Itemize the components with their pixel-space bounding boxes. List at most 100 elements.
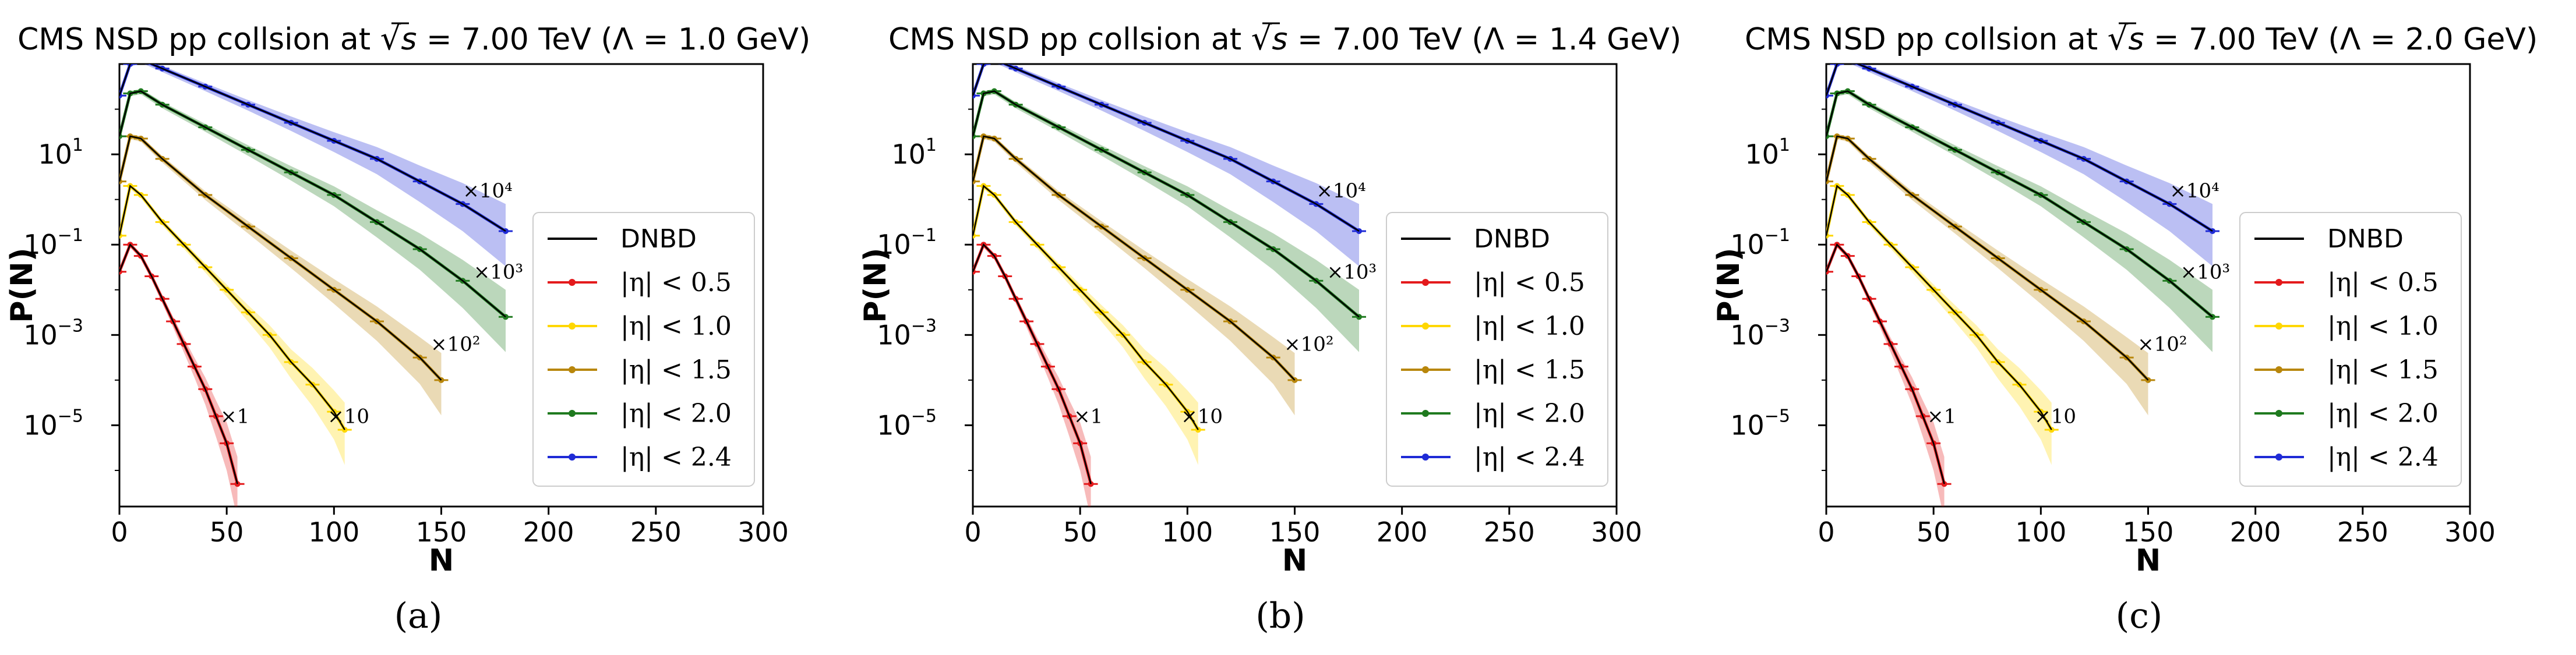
y-tick-exponent: 1 [72, 135, 83, 155]
x-tick-label: 0 [964, 516, 981, 548]
multiplier-label: ×10⁴ [2169, 179, 2219, 203]
chart-title: CMS NSD pp collsion at √s = 7.00 TeV (Λ … [888, 20, 1681, 58]
y-axis-label: P(N) [858, 247, 893, 323]
dnbd-fit-line [119, 64, 506, 232]
series-eta20 [119, 88, 513, 352]
dnbd-fit-line [119, 135, 442, 381]
x-tick-label: 300 [2444, 516, 2496, 548]
x-tick-label: 250 [630, 516, 682, 548]
subfigure-label: (a) [394, 596, 443, 636]
plot-area [119, 56, 513, 507]
x-tick-label: 50 [1063, 516, 1098, 548]
y-tick-label: 10−1 [877, 225, 937, 260]
x-tick-label: 50 [210, 516, 244, 548]
sqrt-symbol: √ [2108, 20, 2129, 58]
series-eta20 [973, 88, 1366, 352]
legend-swatch-marker [2275, 279, 2282, 286]
series-eta10 [1826, 183, 2059, 465]
x-tick-label: 0 [1818, 516, 1834, 548]
dnbd-fit-line [1826, 185, 2052, 430]
multiplier-label: ×1 [220, 405, 249, 429]
legend-entry-label: |η| < 1.0 [620, 311, 732, 341]
multiplier-label: ×10² [2137, 332, 2187, 356]
x-tick-label: 50 [1917, 516, 1951, 548]
title-lambda: Λ = 1.0 GeV [613, 22, 799, 57]
x-tick-label: 300 [737, 516, 789, 548]
dnbd-fit-line [973, 243, 1092, 484]
y-tick-exponent: −5 [1765, 406, 1790, 426]
legend-swatch-marker [569, 366, 576, 373]
legend: DNBD |η| < 0.5 |η| < 1.0 |η| < 1.5 |η| < 2.0… [532, 212, 755, 487]
legend-entry-label: |η| < 1.0 [1474, 311, 1585, 341]
legend-swatch-marker [2275, 366, 2282, 373]
legend-entry-label: |η| < 2.4 [2327, 442, 2439, 472]
multiplier-label: ×10 [1181, 405, 1223, 429]
x-tick-label: 300 [1591, 516, 1642, 548]
y-axis-label: P(N) [1712, 247, 1746, 323]
dnbd-fit-line [119, 90, 506, 318]
title-lambda: Λ = 2.0 GeV [2340, 22, 2526, 57]
legend-box [1386, 212, 1608, 487]
dnbd-fit-line [973, 135, 1296, 381]
legend-model-label: DNBD [620, 224, 697, 254]
y-tick-exponent: −1 [1765, 225, 1790, 246]
y-tick-exponent: −3 [1765, 316, 1790, 336]
y-tick-label: 10−5 [1730, 406, 1790, 441]
panel-b: CMS NSD pp collsion at √s = 7.00 TeV (Λ … [858, 20, 1681, 636]
legend-swatch-marker [2275, 410, 2282, 417]
y-tick-base: 10 [1730, 409, 1765, 441]
y-tick-base: 10 [877, 229, 911, 260]
title-energy: = 7.00 TeV ( [1287, 22, 1483, 57]
y-tick-base: 10 [23, 229, 58, 260]
x-tick-label: 150 [2123, 516, 2174, 548]
series-eta24 [973, 64, 1366, 267]
y-tick-exponent: −5 [911, 406, 937, 426]
y-tick-label: 10−3 [23, 316, 83, 350]
y-tick-base: 10 [1745, 139, 1779, 170]
y-axis-label: P(N) [5, 247, 40, 323]
multiplier-label: ×10³ [474, 260, 523, 284]
plot-area [973, 64, 1366, 507]
multiplier-label: ×1 [1927, 405, 1956, 429]
sqrt-symbol: √ [1251, 20, 1272, 58]
y-tick-label: 10−3 [877, 316, 937, 350]
dnbd-fit-line [119, 243, 238, 484]
x-tick-label: 100 [2015, 516, 2066, 548]
series-eta15 [1826, 133, 2155, 416]
legend: DNBD |η| < 0.5 |η| < 1.0 |η| < 1.5 |η| < 2.0… [1386, 212, 1608, 487]
y-tick-base: 10 [877, 409, 911, 441]
x-tick-label: 100 [308, 516, 359, 548]
legend-model-label: DNBD [1474, 224, 1550, 254]
title-prefix: CMS NSD pp collsion at [888, 22, 1251, 57]
legend-swatch-marker [569, 410, 576, 417]
series-eta15 [119, 133, 449, 416]
legend-swatch-marker [569, 454, 576, 461]
x-tick-label: 200 [1377, 516, 1428, 548]
x-tick-label: 250 [2337, 516, 2388, 548]
data-point [138, 56, 144, 62]
y-tick-base: 10 [877, 319, 911, 350]
y-tick-exponent: 1 [1779, 135, 1790, 155]
title-prefix: CMS NSD pp collsion at [17, 22, 380, 57]
dnbd-fit-line [1826, 135, 2149, 381]
title-s: s [2128, 22, 2144, 57]
multiplier-label: ×10² [430, 332, 480, 356]
y-tick-label: 10−3 [1730, 316, 1790, 350]
legend-entry-label: |η| < 1.5 [1474, 355, 1585, 385]
y-tick-exponent: −3 [911, 316, 937, 336]
legend-entry-label: |η| < 2.4 [1474, 442, 1585, 472]
multiplier-label: ×1 [1074, 405, 1103, 429]
legend-entry-label: |η| < 0.5 [2327, 268, 2439, 298]
plot-area [1826, 56, 2219, 507]
legend-entry-label: |η| < 1.5 [2327, 355, 2439, 385]
legend-swatch-marker [1422, 323, 1429, 330]
y-tick-exponent: −5 [58, 406, 83, 426]
legend-entry-label: |η| < 0.5 [1474, 268, 1585, 298]
legend: DNBD |η| < 0.5 |η| < 1.0 |η| < 1.5 |η| < 2.0… [2239, 212, 2462, 487]
legend-box [532, 212, 755, 487]
series-eta24 [1826, 56, 2219, 267]
data-point [1845, 56, 1851, 62]
x-tick-label: 0 [111, 516, 128, 548]
y-tick-base: 10 [38, 139, 72, 170]
legend-swatch-marker [2275, 454, 2282, 461]
